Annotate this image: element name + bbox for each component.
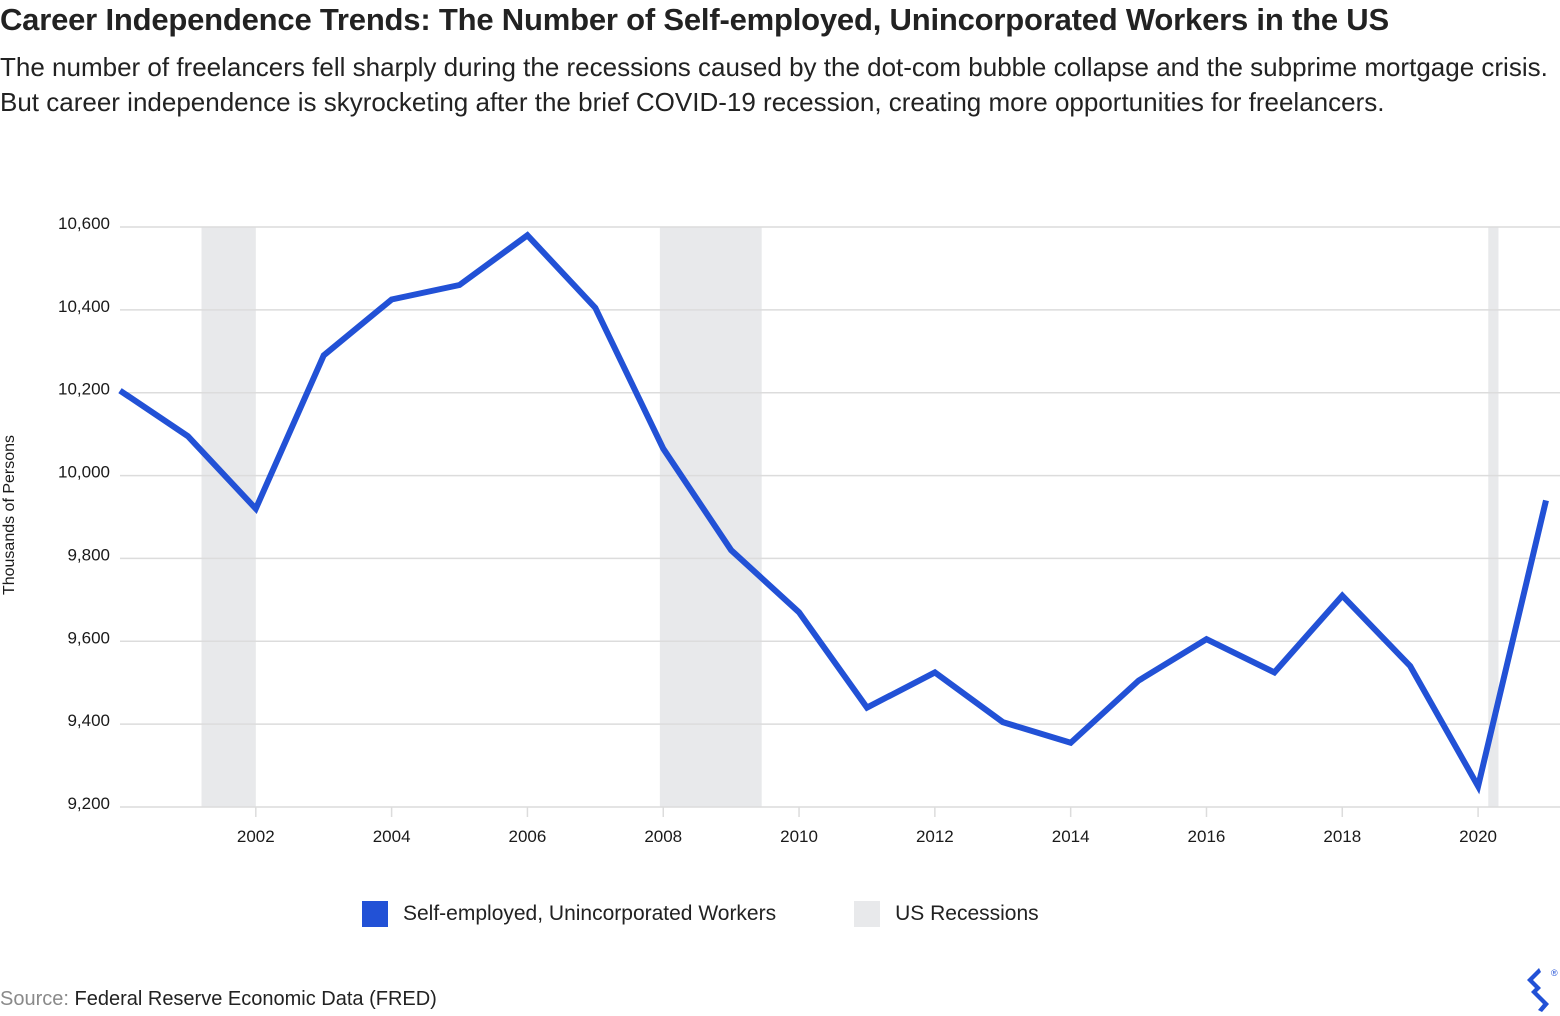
y-tick-label: 9,400 (67, 711, 110, 730)
data-point (1407, 663, 1413, 669)
data-point (1271, 669, 1277, 675)
x-tick-label: 2008 (644, 827, 682, 846)
data-point (1475, 783, 1481, 789)
x-tick-label: 2020 (1459, 827, 1497, 846)
data-point (660, 446, 666, 452)
x-tick-label: 2018 (1323, 827, 1361, 846)
y-tick-label: 10,200 (58, 380, 110, 399)
y-tick-label: 10,000 (58, 463, 110, 482)
legend-swatch-recessions (854, 901, 881, 927)
y-axis-ticks: 9,200 9,400 9,600 9,800 10,000 10,200 10,400 10… (58, 214, 110, 813)
data-point (1203, 636, 1209, 642)
source-text: Federal Reserve Economic Data (FRED) (74, 988, 437, 1010)
y-tick-label: 9,600 (67, 628, 110, 647)
gridlines (120, 226, 1560, 808)
source-note: Source: Federal Reserve Economic Data (F… (0, 988, 437, 1011)
x-tick-label: 2002 (237, 827, 275, 846)
data-point (728, 547, 734, 553)
legend: Self-employed, Unincorporated Workers US… (362, 900, 1117, 928)
y-tick-label: 9,200 (67, 794, 110, 813)
x-axis-ticks: 2002 2004 2006 2008 2010 2012 2014 2016 2018 2020 (237, 807, 1497, 846)
recession-band-2 (1488, 227, 1499, 807)
line-chart: 9,200 9,400 9,600 9,800 10,000 10,200 10,400 10… (1, 214, 1560, 846)
chart-subtitle: The number of freelancers fell sharply d… (0, 52, 1548, 117)
data-point (796, 609, 802, 615)
data-point (117, 388, 123, 394)
legend-label-recessions: US Recessions (895, 902, 1039, 925)
x-tick-label: 2006 (509, 827, 547, 846)
x-tick-label: 2016 (1188, 827, 1226, 846)
toptal-logo-icon: ® (1527, 968, 1558, 1012)
recession-bands (201, 227, 1499, 807)
source-label: Source: (0, 988, 69, 1010)
data-point (864, 705, 870, 711)
series-line-0 (118, 231, 1549, 795)
data-point (1000, 719, 1006, 725)
data-point (389, 297, 395, 303)
y-tick-label: 10,600 (58, 214, 110, 233)
data-point (1339, 593, 1345, 599)
chart-title: Career Independence Trends: The Number o… (0, 2, 1389, 37)
legend-item-recessions: US Recessions (854, 901, 1039, 927)
legend-label-series: Self-employed, Unincorporated Workers (403, 902, 777, 925)
x-tick-label: 2012 (916, 827, 954, 846)
recession-band-0 (201, 227, 256, 807)
x-tick-label: 2010 (780, 827, 818, 846)
data-point (185, 433, 191, 439)
series-line (117, 231, 1549, 795)
x-tick-label: 2004 (373, 827, 411, 846)
y-tick-label: 10,400 (58, 297, 110, 316)
data-point (457, 282, 463, 288)
y-axis-title: Thousands of Persons (1, 435, 18, 595)
data-point (1068, 740, 1074, 746)
data-point (1136, 678, 1142, 684)
data-point (524, 232, 530, 238)
data-point (321, 352, 327, 358)
y-tick-label: 9,800 (67, 545, 110, 564)
data-point (1543, 497, 1549, 503)
data-point (592, 305, 598, 311)
x-tick-label: 2014 (1052, 827, 1090, 846)
data-point (253, 506, 259, 512)
legend-swatch-series (362, 901, 388, 927)
data-point (932, 669, 938, 675)
registered-mark: ® (1551, 968, 1558, 978)
legend-item-series: Self-employed, Unincorporated Workers (362, 901, 776, 927)
